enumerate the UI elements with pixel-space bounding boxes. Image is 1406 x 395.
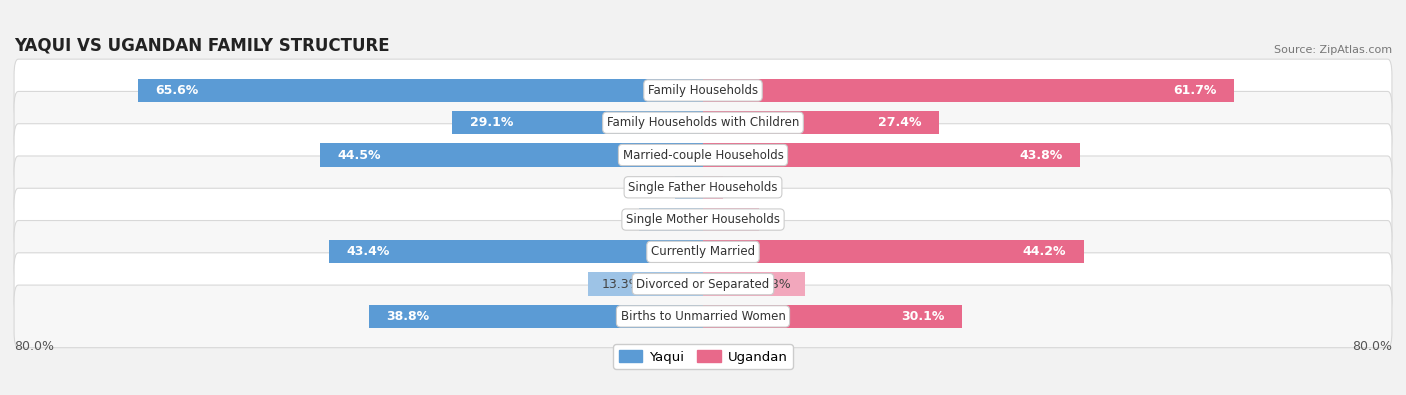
Text: 65.6%: 65.6% <box>155 84 198 97</box>
Bar <box>703 273 804 296</box>
Text: 30.1%: 30.1% <box>901 310 945 323</box>
Text: Family Households with Children: Family Households with Children <box>607 116 799 129</box>
Bar <box>640 208 703 231</box>
Bar <box>703 208 759 231</box>
FancyBboxPatch shape <box>14 91 1392 154</box>
Bar <box>319 143 703 167</box>
Text: Married-couple Households: Married-couple Households <box>623 149 783 162</box>
FancyBboxPatch shape <box>14 285 1392 348</box>
Text: Single Mother Households: Single Mother Households <box>626 213 780 226</box>
Bar <box>138 79 703 102</box>
Bar <box>703 111 939 134</box>
Text: Single Father Households: Single Father Households <box>628 181 778 194</box>
Bar <box>703 176 723 199</box>
Text: Family Households: Family Households <box>648 84 758 97</box>
Text: 11.8%: 11.8% <box>752 278 792 291</box>
Bar <box>703 79 1234 102</box>
FancyBboxPatch shape <box>14 59 1392 122</box>
FancyBboxPatch shape <box>14 253 1392 316</box>
Text: 2.3%: 2.3% <box>678 181 710 194</box>
Text: 29.1%: 29.1% <box>470 116 513 129</box>
Bar <box>368 305 703 328</box>
Text: 43.8%: 43.8% <box>1019 149 1063 162</box>
Text: 27.4%: 27.4% <box>879 116 922 129</box>
Text: 43.4%: 43.4% <box>346 245 389 258</box>
FancyBboxPatch shape <box>14 124 1392 186</box>
Text: 7.4%: 7.4% <box>652 213 685 226</box>
Text: 44.2%: 44.2% <box>1024 245 1066 258</box>
Text: 44.5%: 44.5% <box>337 149 381 162</box>
Text: Currently Married: Currently Married <box>651 245 755 258</box>
Bar <box>329 240 703 263</box>
FancyBboxPatch shape <box>14 156 1392 218</box>
Bar <box>675 176 703 199</box>
Text: 80.0%: 80.0% <box>14 340 53 353</box>
Bar <box>703 240 1084 263</box>
Text: YAQUI VS UGANDAN FAMILY STRUCTURE: YAQUI VS UGANDAN FAMILY STRUCTURE <box>14 37 389 55</box>
Text: 6.5%: 6.5% <box>714 213 747 226</box>
Text: 38.8%: 38.8% <box>387 310 429 323</box>
Legend: Yaqui, Ugandan: Yaqui, Ugandan <box>613 344 793 369</box>
Text: 13.3%: 13.3% <box>602 278 641 291</box>
Bar <box>703 305 962 328</box>
FancyBboxPatch shape <box>14 188 1392 251</box>
Text: 80.0%: 80.0% <box>1353 340 1392 353</box>
FancyBboxPatch shape <box>14 220 1392 283</box>
Text: Divorced or Separated: Divorced or Separated <box>637 278 769 291</box>
Text: Births to Unmarried Women: Births to Unmarried Women <box>620 310 786 323</box>
Text: Source: ZipAtlas.com: Source: ZipAtlas.com <box>1274 45 1392 55</box>
Bar <box>703 143 1080 167</box>
Text: 61.7%: 61.7% <box>1174 84 1218 97</box>
Bar <box>453 111 703 134</box>
Bar <box>589 273 703 296</box>
Text: 3.2%: 3.2% <box>689 181 720 194</box>
